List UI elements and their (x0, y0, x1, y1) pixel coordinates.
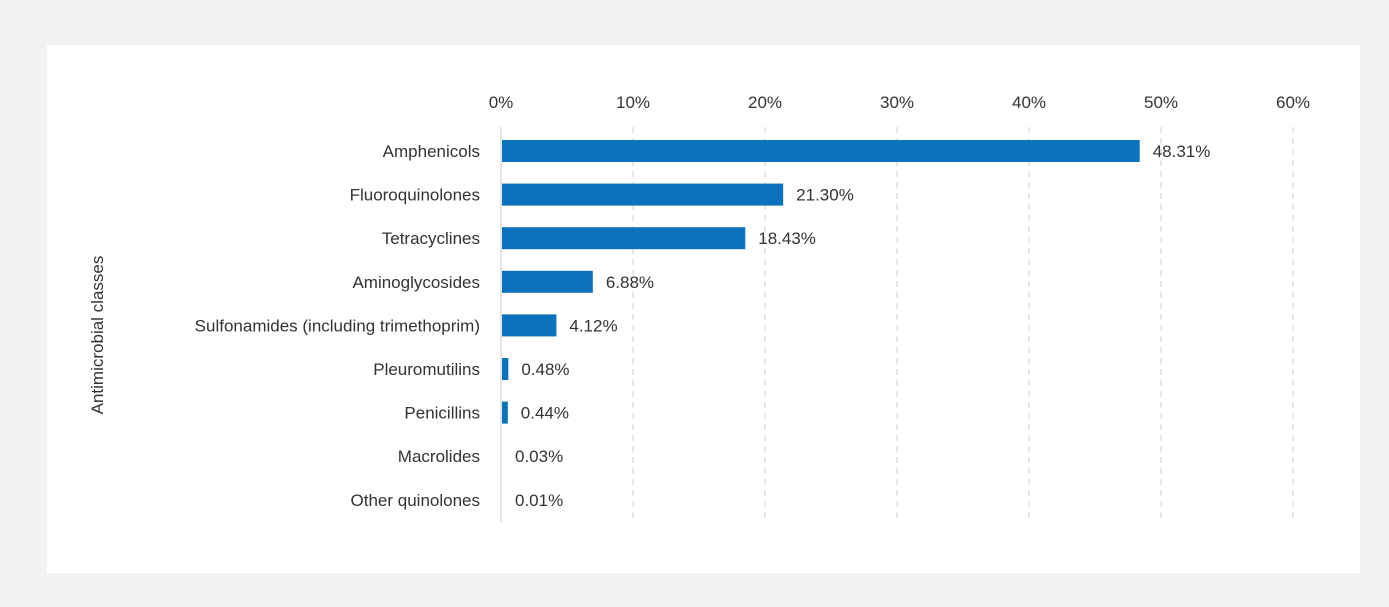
bar (502, 140, 1140, 162)
bar (502, 401, 508, 424)
category-label: Penicillins (404, 404, 480, 423)
value-labels: 48.31% 21.30% 18.43% 6.88% 4.12% 0.48% 0.44% 0.… (515, 142, 1210, 510)
category-label: Other quinolones (351, 491, 480, 510)
bar (502, 183, 784, 206)
chart-card: 0% 10% 20% 30% 40% 50% 60% Amphenicols Fluoroqu… (47, 45, 1360, 573)
value-label: 4.12% (569, 316, 617, 335)
category-label: Amphenicols (383, 142, 480, 161)
value-label: 0.44% (521, 404, 569, 423)
category-label: Pleuromutilins (373, 360, 480, 379)
value-label: 21.30% (796, 186, 854, 205)
x-tick-label: 30% (880, 93, 914, 112)
bar (502, 314, 557, 337)
x-axis-ticks: 0% 10% 20% 30% 40% 50% 60% (489, 93, 1310, 112)
bar (502, 227, 746, 250)
category-labels: Amphenicols Fluoroquinolones Tetracyclines… (195, 142, 480, 510)
category-label: Macrolides (398, 447, 480, 466)
x-tick-label: 40% (1012, 93, 1046, 112)
y-axis-title: Antimicrobial classes (88, 256, 107, 415)
x-tick-label: 20% (748, 93, 782, 112)
category-label: Tetracyclines (382, 229, 480, 248)
bar-chart: 0% 10% 20% 30% 40% 50% 60% Amphenicols Fluoroqu… (88, 93, 1310, 522)
x-tick-label: 10% (616, 93, 650, 112)
value-label: 48.31% (1153, 142, 1211, 161)
x-tick-label: 60% (1276, 93, 1310, 112)
value-label: 18.43% (758, 229, 816, 248)
category-label: Aminoglycosides (352, 273, 480, 292)
value-label: 6.88% (606, 273, 654, 292)
bars (502, 140, 1140, 424)
value-label: 0.03% (515, 447, 563, 466)
category-label: Fluoroquinolones (350, 186, 480, 205)
bar (502, 270, 593, 293)
value-label: 0.01% (515, 491, 563, 510)
x-tick-label: 50% (1144, 93, 1178, 112)
value-label: 0.48% (521, 360, 569, 379)
bar (502, 358, 509, 380)
x-tick-label: 0% (489, 93, 514, 112)
category-label: Sulfonamides (including trimethoprim) (195, 316, 480, 335)
